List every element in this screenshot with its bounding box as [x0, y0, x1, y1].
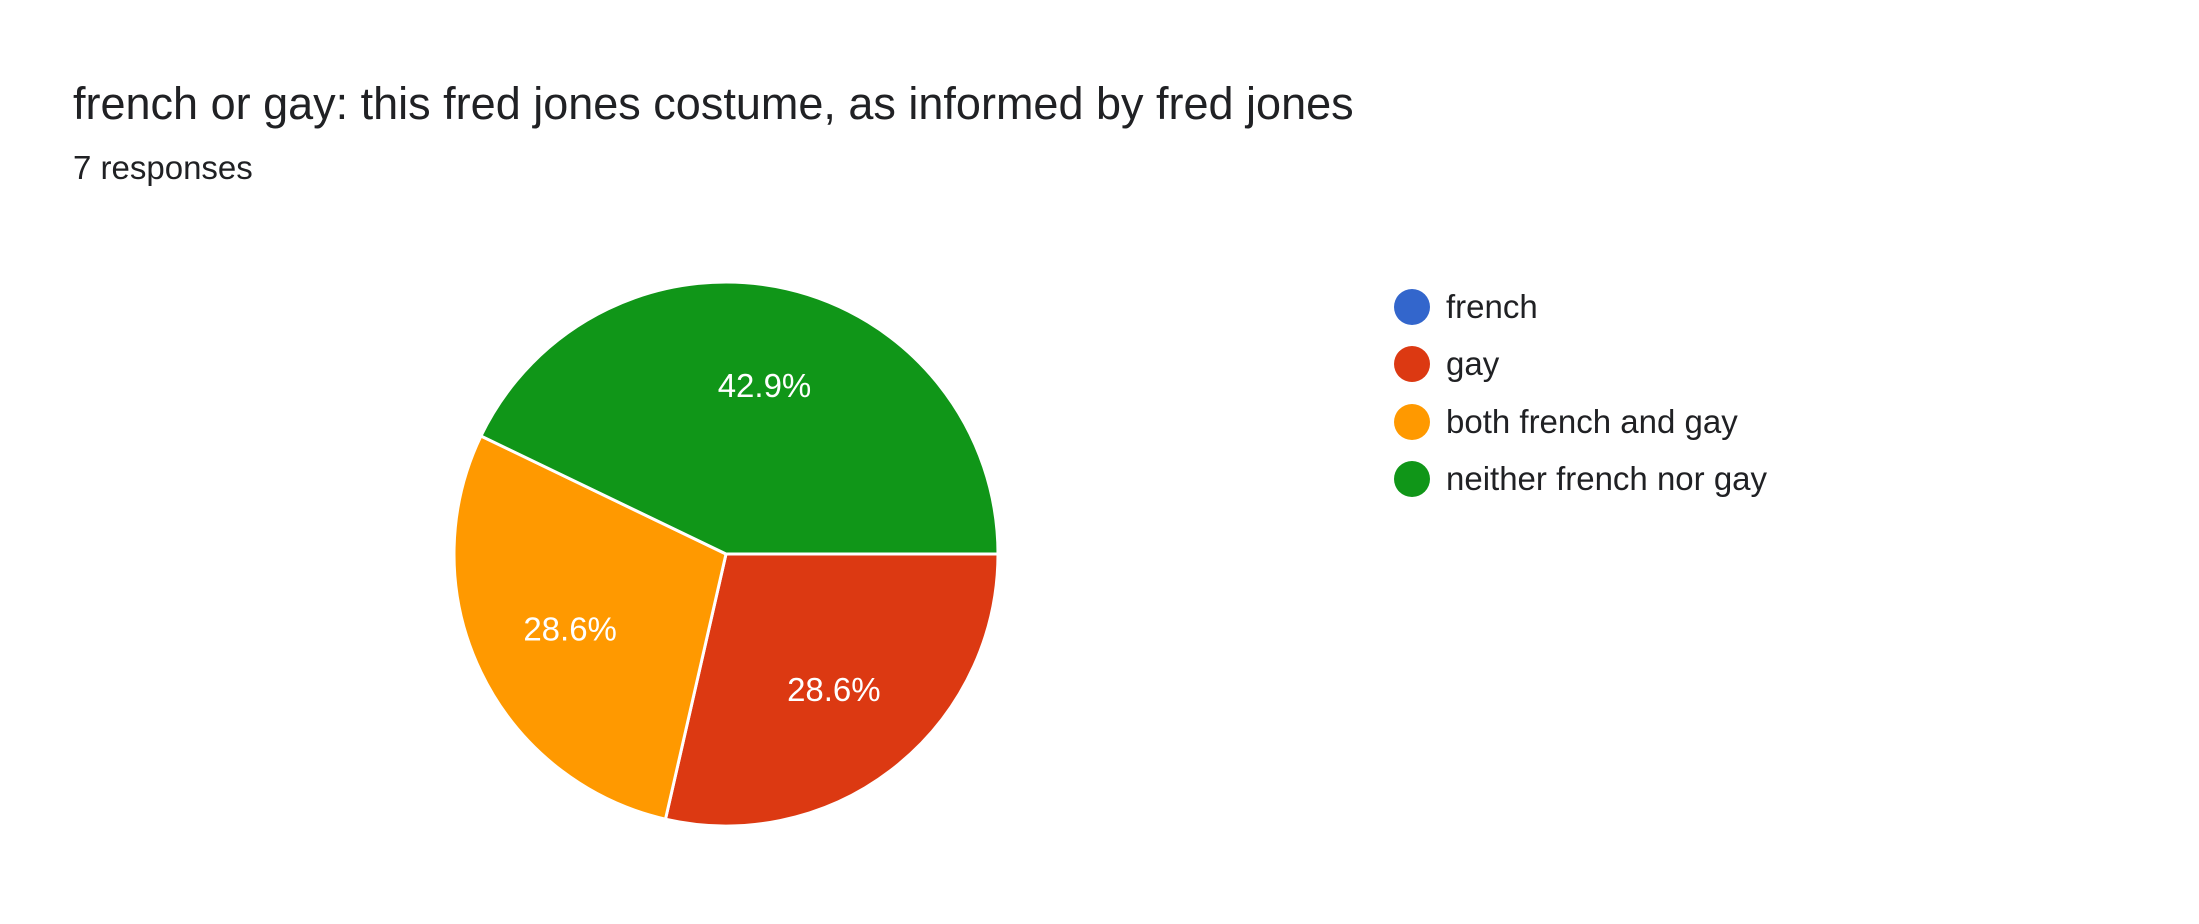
slice-percent-label: 28.6% — [787, 671, 881, 708]
legend-item[interactable]: gay — [1394, 336, 1767, 394]
legend-swatch — [1394, 288, 1430, 325]
legend-swatch — [1394, 461, 1430, 498]
legend-label: gay — [1446, 345, 1500, 383]
legend-item[interactable]: neither french nor gay — [1394, 451, 1767, 509]
legend-item[interactable]: french — [1394, 278, 1767, 336]
pie-slice-labels: 28.6% 28.6% 42.9% — [523, 367, 880, 708]
pie-slices — [452, 280, 1000, 828]
legend-swatch — [1394, 346, 1430, 383]
legend-label: neither french nor gay — [1446, 460, 1768, 498]
pie-slice-both-french-and-gay[interactable] — [452, 433, 728, 821]
response-count: 7 responses — [73, 149, 253, 186]
pie-slice-gay[interactable] — [663, 552, 1000, 828]
legend-item[interactable]: both french and gay — [1394, 393, 1767, 451]
legend-label: french — [1446, 287, 1538, 325]
chart-title: french or gay: this fred jones costume, … — [73, 78, 1354, 129]
pie-slice-neither-french-nor-gay[interactable] — [478, 280, 1000, 556]
legend-swatch — [1394, 403, 1430, 440]
slice-percent-label: 42.9% — [718, 367, 812, 404]
legend-label: both french and gay — [1446, 402, 1738, 440]
slice-percent-label: 28.6% — [523, 611, 617, 648]
chart-legend: french gay both french and gay neither fren… — [1394, 278, 1767, 508]
